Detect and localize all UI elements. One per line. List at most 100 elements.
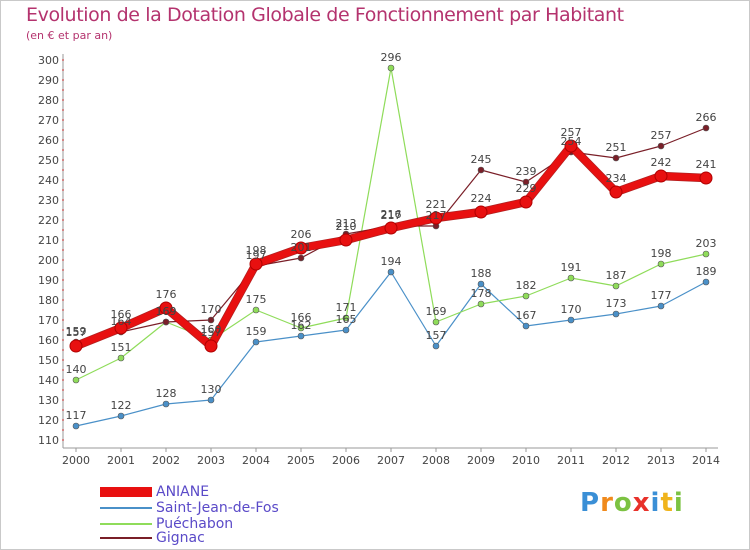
data-label-pu-chabon: 198 <box>651 247 672 260</box>
legend-item-pu-chabon: Puéchabon <box>100 517 233 531</box>
data-point-saint-jean-de-fos <box>567 316 575 324</box>
data-point-gignac <box>297 254 305 262</box>
data-label-saint-jean-de-fos: 157 <box>426 329 447 342</box>
logo-letter: x <box>632 488 651 518</box>
legend-label-saint-jean-de-fos: Saint-Jean-de-Fos <box>156 500 279 516</box>
x-tick-label: 2004 <box>242 454 270 467</box>
data-point-aniane <box>114 321 128 335</box>
x-tick-label: 2007 <box>377 454 405 467</box>
data-label-gignac: 245 <box>471 153 492 166</box>
data-point-aniane <box>519 195 533 209</box>
data-label-pu-chabon: 191 <box>561 261 582 274</box>
data-label-saint-jean-de-fos: 162 <box>291 319 312 332</box>
y-tick-label: 270 <box>38 114 59 127</box>
data-point-pu-chabon <box>477 300 485 308</box>
y-tick-label: 290 <box>38 74 59 87</box>
data-label-pu-chabon: 178 <box>471 287 492 300</box>
data-label-aniane: 176 <box>156 288 177 301</box>
legend-label-gignac: Gignac <box>156 530 205 546</box>
data-point-saint-jean-de-fos <box>657 302 665 310</box>
data-label-gignac: 169 <box>156 305 177 318</box>
legend-item-saint-jean-de-fos: Saint-Jean-de-Fos <box>100 501 279 515</box>
data-label-pu-chabon: 166 <box>291 311 312 324</box>
x-tick-label: 2014 <box>692 454 720 467</box>
data-point-gignac <box>522 178 530 186</box>
data-point-saint-jean-de-fos <box>432 342 440 350</box>
data-label-gignac: 266 <box>696 111 717 124</box>
data-point-gignac <box>477 166 485 174</box>
y-tick-label: 200 <box>38 254 59 267</box>
y-tick-label: 220 <box>38 214 59 227</box>
data-label-pu-chabon: 187 <box>606 269 627 282</box>
x-tick-label: 2011 <box>557 454 585 467</box>
data-point-aniane <box>699 171 713 185</box>
data-label-saint-jean-de-fos: 194 <box>381 255 402 268</box>
data-point-pu-chabon <box>117 354 125 362</box>
y-tick-label: 190 <box>38 274 59 287</box>
data-point-saint-jean-de-fos <box>477 280 485 288</box>
y-tick-label: 250 <box>38 154 59 167</box>
y-tick-label: 210 <box>38 234 59 247</box>
data-point-pu-chabon <box>657 260 665 268</box>
data-label-pu-chabon: 160 <box>201 323 222 336</box>
data-point-saint-jean-de-fos <box>252 338 260 346</box>
data-label-pu-chabon: 296 <box>381 51 402 64</box>
data-label-aniane: 242 <box>651 156 672 169</box>
logo-letter: i <box>673 488 684 518</box>
data-label-aniane: 241 <box>696 158 717 171</box>
data-point-pu-chabon <box>342 314 350 322</box>
x-tick-label: 2010 <box>512 454 540 467</box>
data-point-pu-chabon <box>432 318 440 326</box>
y-tick-label: 180 <box>38 294 59 307</box>
data-point-pu-chabon <box>387 64 395 72</box>
legend-swatch-saint-jean-de-fos <box>100 507 152 509</box>
data-point-saint-jean-de-fos <box>522 322 530 330</box>
data-label-gignac: 213 <box>336 217 357 230</box>
y-tick-label: 230 <box>38 194 59 207</box>
data-label-gignac: 201 <box>291 241 312 254</box>
data-label-aniane: 224 <box>471 192 492 205</box>
data-point-pu-chabon <box>702 250 710 258</box>
data-label-gignac: 159 <box>66 325 87 338</box>
y-tick-label: 300 <box>38 54 59 67</box>
data-label-saint-jean-de-fos: 173 <box>606 297 627 310</box>
data-point-saint-jean-de-fos <box>297 332 305 340</box>
chart-subtitle: (en € et par an) <box>26 29 113 42</box>
data-point-saint-jean-de-fos <box>387 268 395 276</box>
data-label-saint-jean-de-fos: 188 <box>471 267 492 280</box>
y-tick-label: 160 <box>38 334 59 347</box>
line-chart: 110 120 130 140 150 160 170 180 190 200 210 220 230 2… <box>38 51 720 467</box>
y-tick-label: 140 <box>38 374 59 387</box>
data-point-aniane <box>654 169 668 183</box>
legend-label-aniane: ANIANE <box>156 484 210 500</box>
legend-swatch-gignac <box>100 537 152 539</box>
data-label-aniane: 216 <box>381 208 402 221</box>
legend-swatch-aniane <box>100 487 152 497</box>
data-label-gignac: 251 <box>606 141 627 154</box>
data-point-aniane <box>564 139 578 153</box>
x-tick-label: 2005 <box>287 454 315 467</box>
data-label-pu-chabon: 140 <box>66 363 87 376</box>
data-label-aniane: 221 <box>426 198 447 211</box>
data-label-saint-jean-de-fos: 170 <box>561 303 582 316</box>
data-point-saint-jean-de-fos <box>612 310 620 318</box>
y-tick-label: 280 <box>38 94 59 107</box>
data-label-gignac: 170 <box>201 303 222 316</box>
data-point-aniane <box>429 211 443 225</box>
x-tick-label: 2000 <box>62 454 90 467</box>
data-point-aniane <box>609 185 623 199</box>
data-point-gignac <box>162 318 170 326</box>
data-point-aniane <box>249 257 263 271</box>
y-tick-label: 150 <box>38 354 59 367</box>
data-label-aniane: 206 <box>291 228 312 241</box>
logo-letter: i <box>650 488 661 518</box>
x-tick-label: 2013 <box>647 454 675 467</box>
data-label-aniane: 198 <box>246 244 267 257</box>
proxiti-logo: Proxiti <box>580 488 684 518</box>
logo-letter: P <box>580 488 601 518</box>
data-point-gignac <box>207 316 215 324</box>
data-label-aniane: 166 <box>111 308 132 321</box>
data-point-pu-chabon <box>567 274 575 282</box>
data-point-pu-chabon <box>72 376 80 384</box>
logo-letter: r <box>600 488 614 518</box>
